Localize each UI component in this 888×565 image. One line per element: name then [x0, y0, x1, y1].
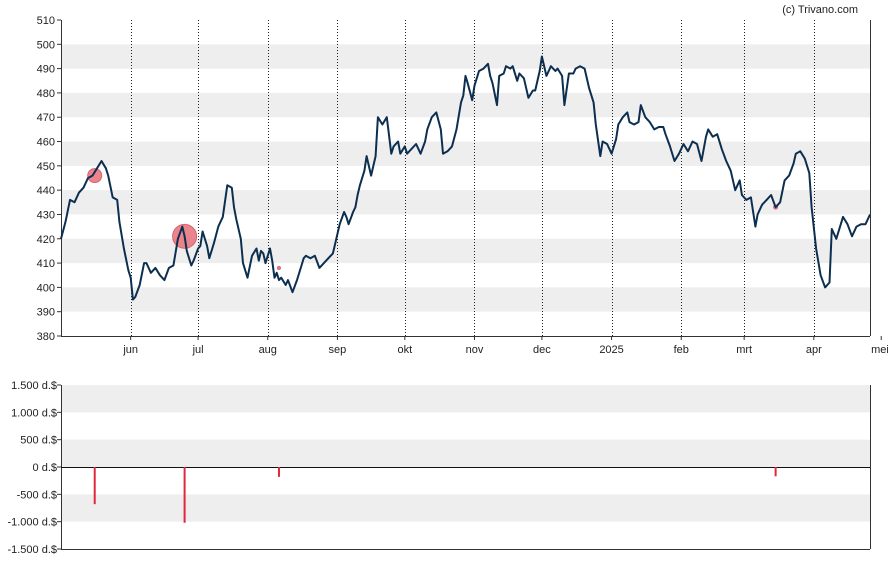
- volume-bar: [183, 467, 186, 523]
- volume-bar: [277, 467, 280, 477]
- price-x-tick-label: feb: [674, 344, 689, 356]
- price-x-tick-label: okt: [397, 344, 412, 356]
- price-band: [61, 141, 870, 166]
- price-band: [61, 92, 870, 118]
- price-y-tick-label: 440: [37, 185, 55, 197]
- price-x-tick-label: dec: [533, 344, 551, 356]
- trade-markers: [87, 168, 779, 270]
- price-y-tick-label: 470: [37, 112, 55, 124]
- volume-band: [61, 385, 870, 413]
- volume-y-tick-label: -1.500 d.$: [7, 544, 57, 556]
- price-y-tick-label: 510: [37, 15, 55, 27]
- price-y-axis: 380 390 400 410 420 430 440 450 460 470 480 490 500 5…: [37, 15, 61, 343]
- price-chart-bands: [61, 44, 870, 312]
- price-band: [61, 287, 870, 312]
- price-y-tick-label: 450: [37, 161, 55, 173]
- trade-marker: [276, 265, 281, 270]
- volume-chart-bands: [61, 385, 870, 522]
- volume-band: [61, 439, 870, 467]
- price-y-tick-label: 480: [37, 88, 55, 100]
- price-band: [61, 44, 870, 69]
- price-y-tick-label: 390: [37, 307, 55, 319]
- price-band: [61, 190, 870, 215]
- price-y-tick-label: 400: [37, 282, 55, 294]
- price-y-tick-label: 460: [37, 137, 55, 149]
- price-x-tick-label: jun: [122, 344, 138, 356]
- price-x-axis: jun jul aug sep okt nov dec 2025 feb mrt apr mei: [122, 336, 888, 356]
- price-y-tick-label: 380: [37, 331, 55, 343]
- volume-band: [61, 494, 870, 522]
- volume-y-tick-label: 500 d.$: [20, 435, 57, 447]
- price-x-tick-label: mrt: [736, 344, 752, 356]
- volume-chart-frame: [61, 385, 871, 550]
- price-x-tick-label: mei: [871, 344, 888, 356]
- price-band: [61, 238, 870, 264]
- price-x-tick-label: apr: [806, 344, 822, 356]
- price-series-line: [60, 55, 871, 301]
- price-y-tick-label: 420: [37, 234, 55, 246]
- price-chart-frame: [61, 20, 871, 337]
- volume-y-tick-label: -1.000 d.$: [7, 517, 57, 529]
- volume-bar: [774, 467, 777, 477]
- price-x-tick-label: sep: [329, 344, 347, 356]
- price-y-tick-label: 490: [37, 64, 55, 76]
- volume-y-tick-label: 1.500 d.$: [11, 380, 57, 392]
- price-x-tick-label: aug: [259, 344, 277, 356]
- price-y-tick-label: 500: [37, 39, 55, 51]
- price-y-tick-label: 410: [37, 258, 55, 270]
- volume-y-axis: 1.500 d.$ 1.000 d.$ 500 d.$ 0 d.$ -500 d.$ -1…: [7, 380, 61, 556]
- volume-bars: [93, 467, 777, 523]
- trade-marker: [87, 168, 103, 184]
- volume-bar: [93, 467, 96, 505]
- volume-y-tick-label: 1.000 d.$: [11, 407, 57, 419]
- volume-y-tick-label: -500 d.$: [17, 489, 57, 501]
- price-x-tick-label: 2025: [599, 344, 623, 356]
- price-x-tick-label: nov: [466, 344, 484, 356]
- volume-y-tick-label: 0 d.$: [33, 462, 57, 474]
- price-y-tick-label: 430: [37, 209, 55, 221]
- watermark-text: (c) Trivano.com: [782, 4, 858, 16]
- price-x-tick-label: jul: [192, 344, 204, 356]
- price-line-layer: [60, 55, 871, 301]
